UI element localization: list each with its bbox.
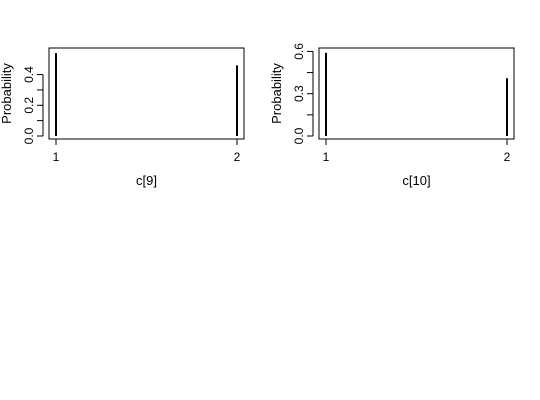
y-tick-label: 0.3 xyxy=(292,85,306,102)
x-tick-label: 2 xyxy=(234,150,241,164)
y-tick-label: 0.0 xyxy=(292,127,306,144)
y-tick-label: 0.2 xyxy=(22,97,36,114)
chart-panel-1: 1 2 0.0 0.2 0.4 c[9] Probability xyxy=(0,48,244,188)
y-axis-title: Probability xyxy=(269,63,284,124)
y-tick-label: 0.0 xyxy=(22,127,36,144)
x-axis-title: c[9] xyxy=(136,173,157,188)
x-tick-label: 2 xyxy=(504,150,511,164)
x-tick-label: 1 xyxy=(53,150,60,164)
plot-frame xyxy=(319,48,514,139)
x-axis-title: c[10] xyxy=(402,173,430,188)
plot-frame xyxy=(49,48,244,139)
y-axis-title: Probability xyxy=(0,63,14,124)
y-tick-label: 0.6 xyxy=(292,43,306,60)
x-tick-label: 1 xyxy=(323,150,330,164)
chart-panel-2: 1 2 0.0 0.3 0.6 c[10] Probability xyxy=(269,43,514,188)
y-tick-label: 0.4 xyxy=(22,66,36,83)
